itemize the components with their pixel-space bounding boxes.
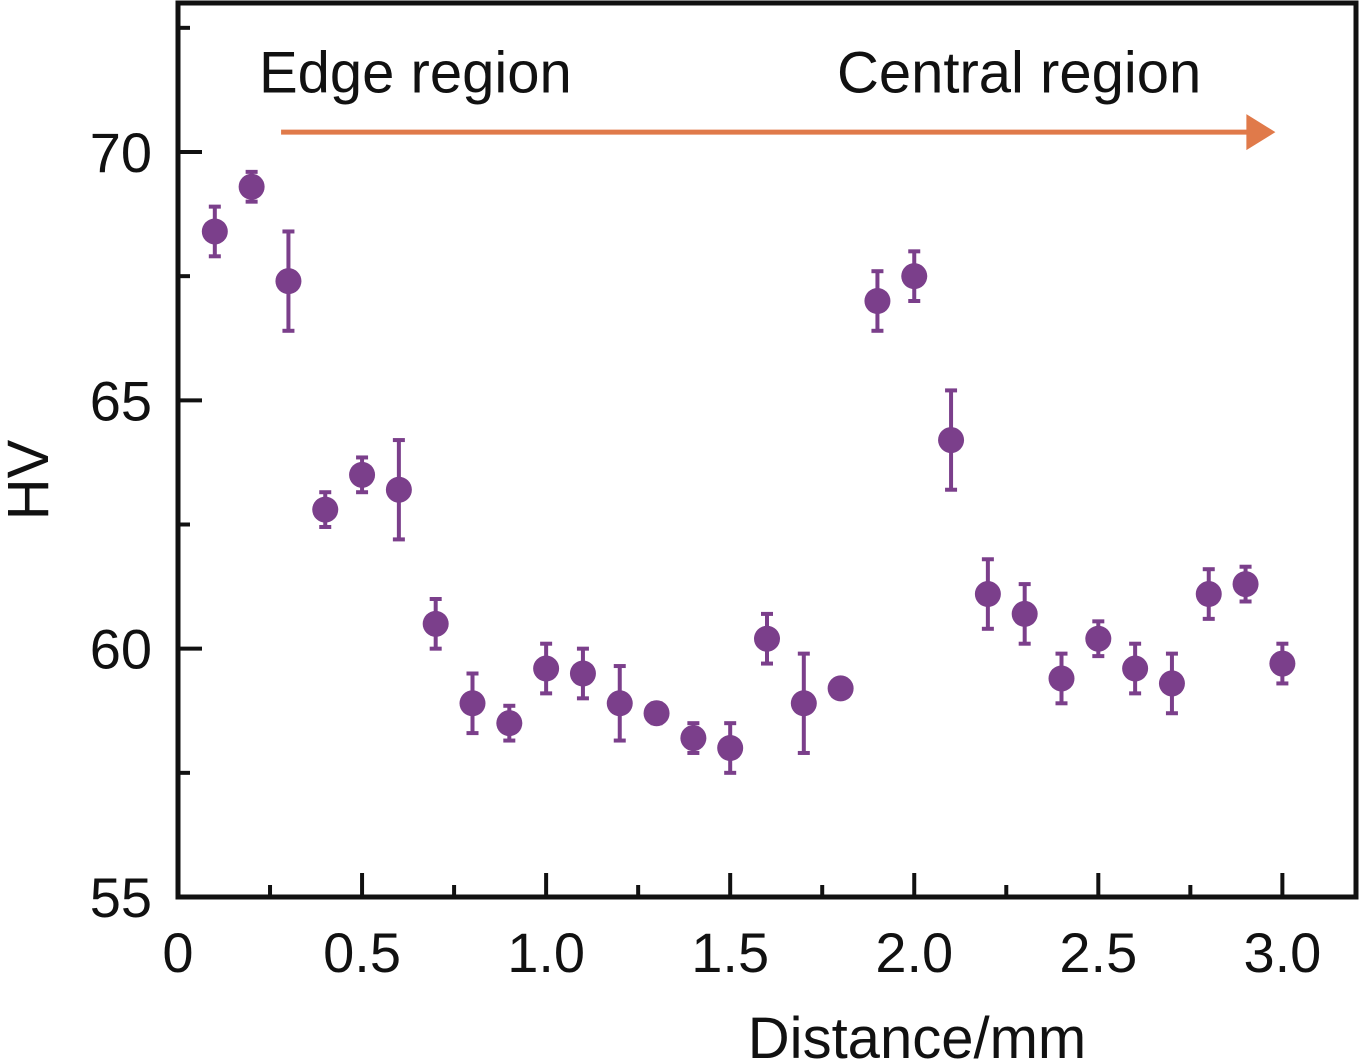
annotations: Edge region Central region bbox=[259, 41, 1201, 106]
data-point bbox=[717, 721, 744, 775]
x-tick-label: 1.5 bbox=[691, 921, 769, 984]
marker bbox=[1011, 600, 1038, 627]
marker bbox=[533, 655, 560, 682]
marker bbox=[680, 725, 707, 752]
data-point bbox=[533, 641, 560, 696]
marker bbox=[938, 427, 965, 454]
marker bbox=[1122, 655, 1149, 682]
data-point bbox=[643, 700, 670, 727]
data-point bbox=[606, 664, 633, 743]
marker bbox=[974, 581, 1001, 608]
data-point bbox=[1158, 651, 1185, 716]
x-axis-title: Distance/mm bbox=[748, 1006, 1086, 1063]
data-point bbox=[1085, 619, 1112, 659]
data-point bbox=[680, 721, 707, 755]
marker bbox=[717, 735, 744, 761]
x-tick-label: 0.5 bbox=[323, 921, 401, 984]
tick-labels: 0 0.5 1.0 1.5 2.0 2.5 3.0 55 60 65 70 bbox=[90, 121, 1322, 984]
data-series bbox=[201, 169, 1296, 775]
data-point bbox=[1269, 641, 1296, 686]
data-point bbox=[459, 671, 486, 736]
plot-frame bbox=[175, 0, 1359, 900]
y-tick-label: 65 bbox=[90, 369, 152, 432]
data-point bbox=[1122, 641, 1149, 696]
data-point bbox=[496, 703, 523, 743]
marker bbox=[238, 173, 265, 200]
data-point bbox=[385, 438, 412, 542]
marker bbox=[1232, 571, 1259, 598]
marker bbox=[1195, 581, 1222, 608]
data-point bbox=[790, 651, 817, 755]
data-point bbox=[754, 611, 780, 666]
arrow-head bbox=[1246, 114, 1276, 151]
y-axis-title: HV bbox=[0, 439, 61, 520]
data-point bbox=[864, 269, 891, 333]
data-point bbox=[238, 169, 265, 204]
marker bbox=[827, 675, 854, 702]
data-point bbox=[1048, 651, 1075, 706]
marker bbox=[643, 700, 670, 727]
marker bbox=[275, 268, 302, 295]
marker bbox=[385, 476, 412, 503]
direction-arrow bbox=[281, 114, 1276, 151]
data-point bbox=[1011, 582, 1038, 646]
marker bbox=[1085, 625, 1112, 652]
marker bbox=[422, 610, 449, 637]
x-tick-label: 1.0 bbox=[507, 921, 585, 984]
marker bbox=[349, 461, 376, 488]
marker bbox=[1158, 670, 1185, 697]
data-point bbox=[1232, 564, 1259, 604]
marker bbox=[901, 263, 928, 290]
axes bbox=[175, 0, 1359, 900]
data-point bbox=[569, 646, 596, 701]
marker bbox=[606, 690, 633, 717]
y-tick-label: 60 bbox=[90, 618, 152, 681]
x-tick-label: 0 bbox=[162, 921, 193, 984]
x-tick-label: 2.0 bbox=[875, 921, 953, 984]
data-point bbox=[275, 229, 302, 333]
data-point bbox=[827, 675, 854, 702]
marker bbox=[496, 710, 523, 737]
marker bbox=[569, 660, 596, 687]
y-tick-label: 55 bbox=[90, 866, 152, 929]
data-point bbox=[974, 557, 1001, 631]
annotation-central-region: Central region bbox=[837, 41, 1201, 106]
annotation-edge-region: Edge region bbox=[259, 41, 572, 106]
data-point bbox=[312, 490, 339, 529]
x-tick-label: 2.5 bbox=[1059, 921, 1137, 984]
marker bbox=[754, 625, 780, 652]
marker bbox=[201, 218, 228, 245]
data-point bbox=[901, 249, 928, 303]
marker bbox=[312, 496, 339, 523]
marker bbox=[459, 690, 486, 717]
data-point bbox=[422, 597, 449, 651]
data-point bbox=[349, 455, 376, 495]
marker bbox=[790, 690, 817, 717]
marker bbox=[1048, 665, 1075, 692]
marker bbox=[1269, 650, 1296, 677]
marker bbox=[864, 288, 891, 314]
data-point bbox=[201, 204, 228, 259]
x-tick-label: 3.0 bbox=[1243, 921, 1321, 984]
data-point bbox=[938, 388, 965, 492]
y-tick-label: 70 bbox=[90, 121, 152, 184]
data-point bbox=[1195, 567, 1222, 621]
